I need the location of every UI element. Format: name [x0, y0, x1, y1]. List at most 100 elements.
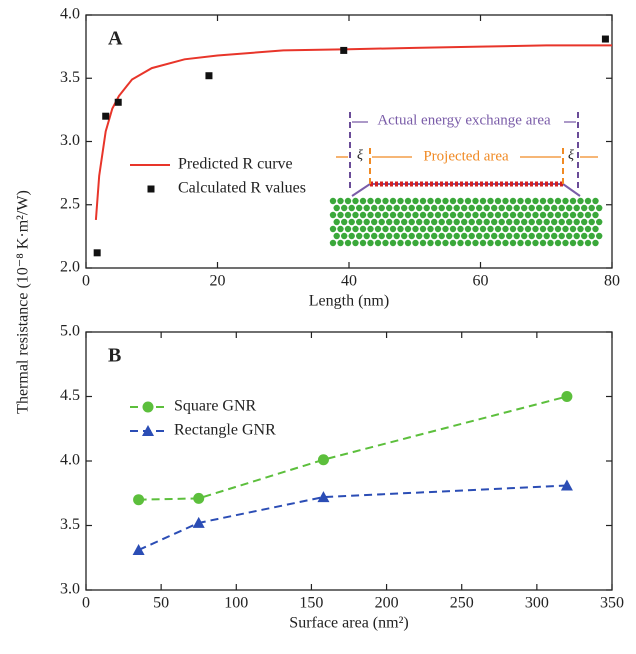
panel-label: B	[108, 345, 121, 367]
plot-frame	[85, 331, 613, 591]
atom	[483, 232, 490, 240]
atom	[498, 232, 505, 240]
atom	[397, 211, 404, 219]
atom	[438, 204, 445, 212]
legend-label: Predicted R curve	[178, 156, 293, 173]
atom	[401, 218, 408, 226]
atom	[532, 239, 539, 247]
legend-label: Square GNR	[174, 398, 257, 415]
atom	[524, 225, 532, 233]
atom	[468, 218, 475, 226]
marker	[102, 112, 110, 120]
atom	[566, 204, 573, 212]
atom	[382, 197, 389, 205]
atom	[416, 204, 423, 212]
atom	[393, 218, 400, 226]
atom	[341, 232, 348, 240]
atom	[517, 239, 524, 247]
atom	[431, 232, 438, 240]
atom	[491, 232, 498, 240]
atom	[453, 218, 460, 226]
atom	[476, 218, 483, 226]
atom	[573, 204, 580, 212]
x-tick-label: 100	[224, 595, 248, 612]
atom	[363, 204, 370, 212]
atom	[371, 218, 378, 226]
atom	[393, 204, 400, 212]
atom	[329, 211, 337, 219]
atom	[577, 225, 584, 233]
atom	[506, 232, 513, 240]
legend-label: Rectangle GNR	[174, 422, 276, 439]
atom	[404, 211, 412, 219]
atom	[442, 197, 449, 205]
marker	[561, 391, 573, 402]
atom	[389, 225, 397, 233]
atom	[596, 232, 603, 240]
annotation: ξ	[357, 148, 363, 163]
atom	[344, 197, 352, 205]
atom	[356, 218, 363, 226]
marker	[193, 492, 205, 504]
atom	[558, 218, 565, 226]
atom	[592, 197, 599, 205]
atom	[363, 232, 370, 240]
atom	[513, 218, 520, 226]
atom	[543, 232, 550, 240]
atom	[562, 211, 569, 219]
marker	[601, 35, 609, 43]
atom	[502, 211, 509, 219]
atom	[442, 211, 449, 219]
atom	[569, 211, 577, 219]
atom	[524, 211, 532, 219]
x-tick-label: 350	[600, 595, 624, 612]
atom	[551, 204, 558, 212]
atom	[521, 232, 528, 240]
atom	[592, 225, 599, 233]
atom	[547, 197, 554, 205]
atom	[344, 225, 352, 233]
atom	[412, 211, 419, 219]
atom	[389, 239, 397, 247]
atom	[386, 218, 393, 226]
atom	[348, 232, 355, 240]
atom	[592, 211, 599, 219]
atom	[532, 197, 539, 205]
atom	[416, 232, 423, 240]
atom	[374, 239, 382, 247]
atom	[352, 211, 359, 219]
atom	[419, 197, 427, 205]
atom	[449, 225, 457, 233]
atom	[367, 239, 374, 247]
atom	[513, 204, 520, 212]
atom	[359, 211, 367, 219]
y-tick-label: 3.0	[60, 132, 80, 149]
atom	[547, 211, 554, 219]
atom	[596, 218, 603, 226]
series-line	[94, 44, 612, 220]
x-tick-label: 0	[82, 273, 90, 290]
atom	[532, 211, 539, 219]
atom	[348, 218, 355, 226]
atom	[434, 239, 442, 247]
atom	[408, 232, 415, 240]
x-tick-label: 250	[450, 595, 474, 612]
series-line	[138, 484, 567, 551]
atom	[464, 225, 472, 233]
atom	[562, 239, 569, 247]
atom	[577, 197, 584, 205]
atom	[464, 239, 472, 247]
atom	[434, 211, 442, 219]
atom	[457, 225, 464, 233]
atom	[562, 225, 569, 233]
atom	[367, 225, 374, 233]
x-axis-label: Surface area (nm²)	[289, 615, 408, 632]
atom	[547, 225, 554, 233]
atom	[412, 225, 419, 233]
atom	[352, 239, 359, 247]
atom	[401, 204, 408, 212]
x-tick-label: 50	[153, 595, 169, 612]
atom	[506, 204, 513, 212]
atom	[457, 239, 464, 247]
